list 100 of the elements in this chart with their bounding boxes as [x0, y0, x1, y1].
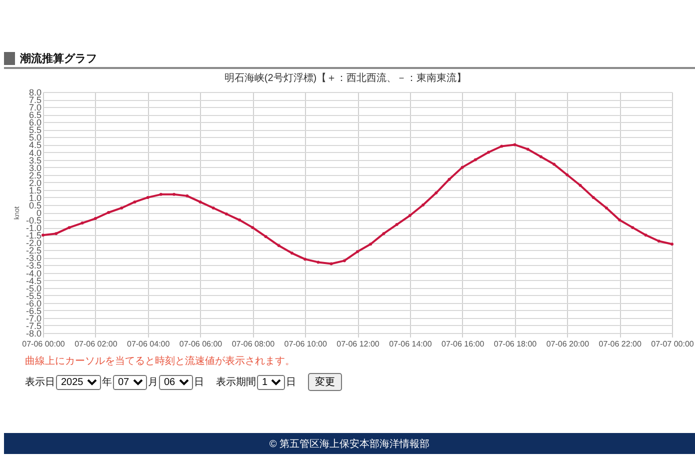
point [264, 235, 268, 238]
point [159, 192, 162, 196]
x-tick-label: 07-06 16:00 [441, 340, 485, 348]
point [330, 262, 333, 266]
x-tick-label: 07-06 06:00 [179, 340, 223, 348]
y-tick-label: -7.5 [26, 320, 42, 331]
point [578, 184, 582, 187]
point [277, 244, 280, 248]
point [657, 240, 660, 243]
y-tick-label: 1.5 [28, 185, 42, 196]
y-tick-label: -2.0 [26, 238, 42, 248]
point [644, 234, 648, 237]
x-tick-label: 07-06 08:00 [232, 340, 276, 348]
y-tick-label: 1.0 [28, 192, 42, 203]
x-tick-label: 07-06 12:00 [336, 340, 380, 348]
point [369, 242, 372, 246]
point [316, 260, 320, 264]
x-tick-label: 07-06 14:00 [389, 340, 432, 348]
y-tick-label: -2.5 [26, 246, 42, 256]
y-tick-label: -7.0 [26, 313, 42, 324]
point [54, 232, 58, 236]
point [133, 200, 136, 204]
text: 月 [148, 376, 158, 389]
y-tick-label: -6.0 [26, 298, 42, 308]
y-tick-label: -5.5 [26, 290, 42, 301]
point [631, 226, 634, 230]
x-tick-label: 07-06 22:00 [598, 340, 642, 348]
point [474, 158, 477, 162]
point [670, 242, 674, 246]
y-tick-label: 5.5 [28, 125, 42, 136]
point [566, 173, 569, 176]
chart-subtitle: 明石海峡(2号灯浮標)【＋：西北西流、－：東南東流】 [224, 72, 467, 84]
y-tick-label: 4.5 [28, 140, 42, 150]
x-tick-label: 07-06 04:00 [126, 340, 170, 348]
point [395, 223, 398, 226]
y-tick-label: 0 [36, 208, 42, 218]
y-tick-label: -1.0 [26, 223, 42, 234]
y-tick-label: -4.0 [26, 268, 42, 278]
y-tick-label: -5.0 [26, 283, 42, 294]
point [120, 206, 124, 210]
y-tick-label: 7.0 [28, 102, 42, 113]
x-tick-label: 07-06 10:00 [284, 340, 328, 348]
text: 表示日 [25, 376, 55, 389]
month-select[interactable]: 07 [113, 374, 147, 390]
point [212, 206, 215, 210]
text: 表示期間 [216, 376, 256, 389]
y-tick-label: 6.0 [28, 118, 42, 128]
point [539, 155, 542, 158]
y-tick-label: 4.0 [28, 148, 42, 158]
y-tick-label: -8.0 [26, 328, 42, 338]
point [290, 252, 294, 255]
y-tick-label: 5.0 [28, 132, 42, 143]
point [251, 226, 254, 230]
change-button[interactable]: 変更 [308, 373, 342, 391]
y-tick-label: 2.0 [28, 178, 42, 188]
point [198, 200, 202, 204]
point [552, 162, 556, 166]
y-tick-label: -3.5 [26, 260, 42, 271]
point [526, 148, 530, 151]
chart-title: 潮流推算グラフ [20, 52, 97, 66]
text: 日 [286, 376, 296, 389]
period-select[interactable]: 1 [257, 374, 285, 390]
x-tick-label: 07-07 00:00 [651, 340, 694, 348]
y-tick-label: -1.5 [26, 230, 42, 241]
x-tick-label: 07-06 20:00 [546, 340, 590, 348]
point [68, 226, 71, 230]
day-select[interactable]: 06 [159, 374, 193, 390]
point [434, 191, 438, 194]
point [500, 144, 504, 148]
point [342, 259, 346, 262]
point [172, 192, 176, 196]
y-tick-label: 8.0 [28, 88, 42, 98]
point [80, 222, 84, 225]
y-tick-label: 2.5 [28, 170, 42, 180]
x-tick-label: 07-06 00:00 [22, 340, 66, 348]
y-tick-label: -4.5 [26, 276, 42, 286]
x-tick-label: 07-06 02:00 [74, 340, 118, 348]
text: 曲線上にカーソルを当てると時刻と流速値が表示されます。 [25, 356, 295, 368]
text: 日 [194, 376, 204, 389]
y-tick-label: 7.5 [28, 95, 42, 106]
line-series [42, 143, 674, 266]
point [146, 196, 150, 199]
point [618, 218, 622, 222]
point [304, 258, 307, 261]
point [382, 232, 386, 236]
point [42, 234, 44, 237]
point [408, 214, 412, 218]
point [592, 196, 595, 199]
point [238, 218, 242, 222]
year-select[interactable]: 2025 [56, 374, 101, 390]
point [448, 178, 451, 181]
text: © 第五管区海上保安本部海洋情報部 [4, 433, 695, 454]
y-tick-label: -6.5 [26, 306, 42, 316]
point [356, 250, 359, 254]
point [460, 166, 464, 169]
point [513, 143, 516, 146]
y-tick-label: 6.5 [28, 110, 42, 120]
x-tick-label: 07-06 18:00 [494, 340, 538, 348]
y-tick-label: 3.0 [28, 162, 42, 173]
text: 年 [102, 376, 112, 389]
